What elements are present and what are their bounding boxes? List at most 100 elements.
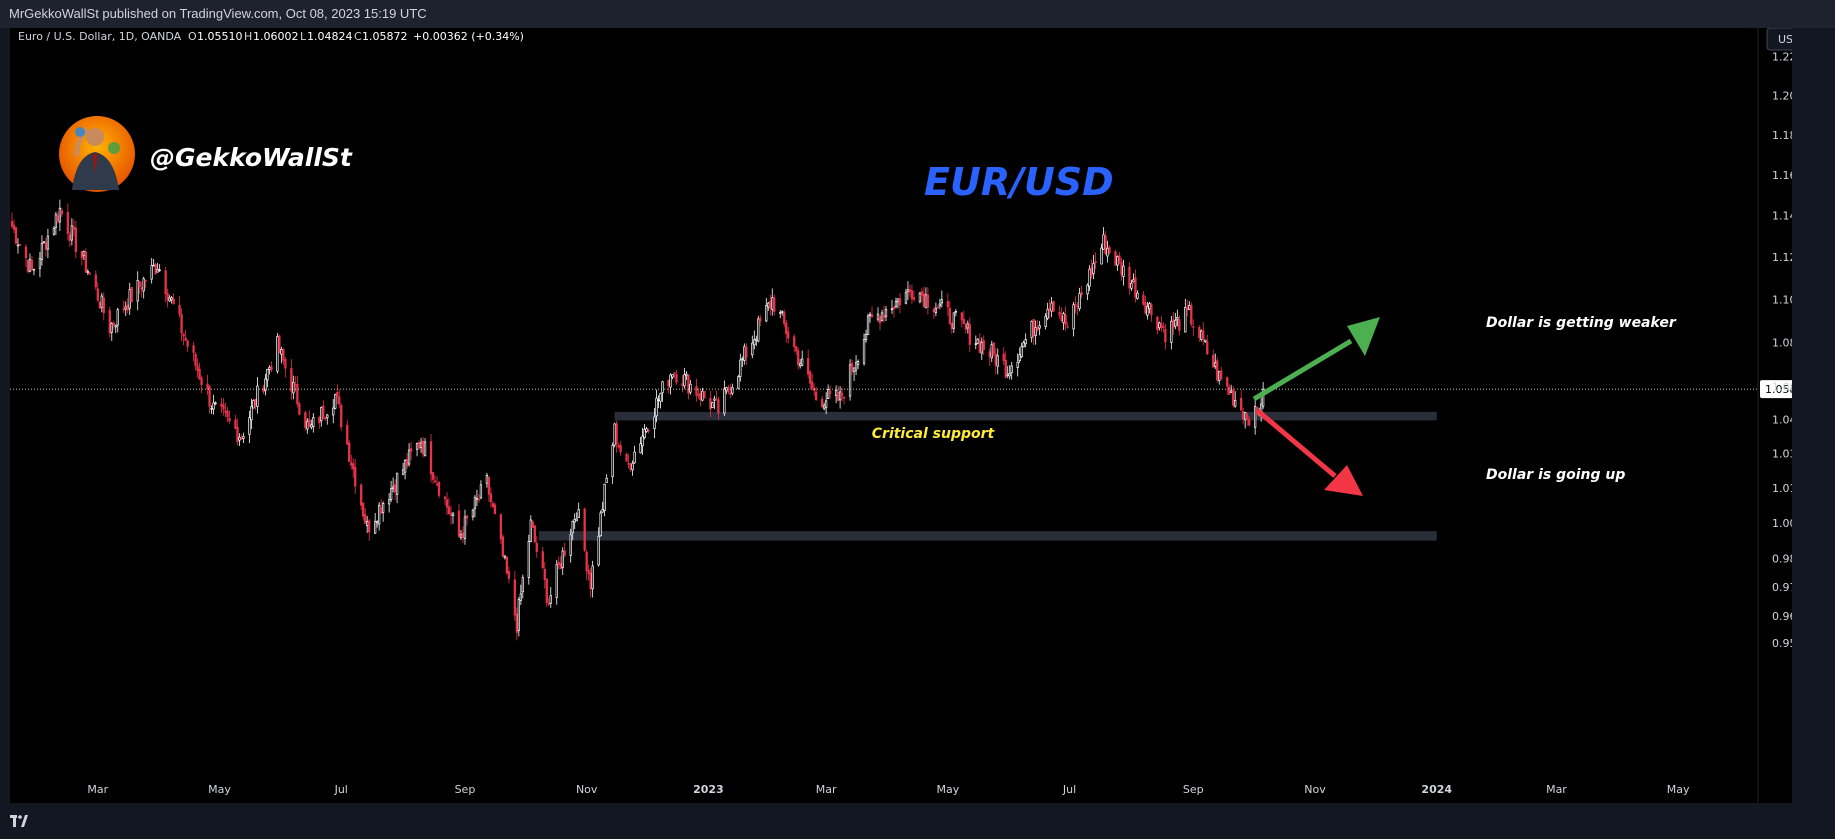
candle (88, 271, 91, 276)
candle (826, 384, 830, 399)
candle (934, 302, 938, 317)
candle (501, 534, 505, 558)
candle (166, 288, 169, 308)
candle (1064, 306, 1067, 331)
price-axis[interactable]: 1.22000 1.20000 1.18000 1.16000 1.14000 1.120… (1772, 51, 1792, 651)
candle (948, 300, 951, 326)
candle (964, 322, 967, 334)
time-tick-label: Jul (334, 783, 348, 796)
candle (98, 300, 101, 309)
candle (1006, 366, 1009, 379)
candle (713, 395, 716, 409)
candle (619, 441, 622, 456)
candle (807, 349, 810, 379)
candle (1130, 279, 1133, 291)
chart-canvas[interactable]: 1.05872 1.22000 1.20000 1.18000 1.16000 1.14… (10, 28, 1792, 803)
candle (647, 428, 650, 434)
time-tick-label: 2023 (693, 783, 724, 796)
candle (962, 310, 965, 325)
candle (477, 494, 481, 503)
candle (1240, 390, 1243, 412)
candle (936, 304, 940, 309)
candle (1008, 365, 1011, 380)
candle (531, 520, 534, 529)
time-tick-label: Mar (1546, 783, 1567, 796)
candle (824, 392, 828, 415)
candle (669, 373, 672, 395)
candle (1144, 295, 1147, 315)
candle (771, 288, 774, 316)
candle (236, 418, 239, 446)
candle (1080, 285, 1083, 299)
price-tick-label: 1.03000 (1772, 448, 1792, 461)
candle (659, 392, 662, 409)
ohlc-open-key: O (188, 30, 197, 43)
candle (543, 561, 546, 589)
candle (799, 359, 802, 369)
candle (611, 442, 614, 484)
candle (1150, 302, 1153, 322)
candle (1146, 302, 1149, 320)
candle (1046, 302, 1049, 321)
tradingview-logo[interactable] (10, 815, 28, 827)
candle (130, 287, 133, 303)
candle (1100, 243, 1103, 265)
arrow-down-icon (1256, 409, 1363, 496)
candle (864, 329, 868, 343)
candle (16, 238, 20, 254)
candle (210, 405, 213, 415)
candle (224, 402, 227, 418)
candle (773, 294, 776, 316)
candle (310, 419, 313, 430)
candle (250, 398, 253, 430)
currency-button-label[interactable]: USD (1778, 33, 1792, 46)
candle (196, 358, 199, 378)
candle (389, 480, 393, 502)
candle (12, 219, 16, 233)
candle (401, 462, 405, 476)
time-tick-label: 2024 (1421, 783, 1452, 796)
candle (1212, 349, 1215, 368)
candle (1188, 301, 1191, 311)
candle (980, 337, 983, 360)
candle (613, 422, 616, 448)
candle (1246, 412, 1249, 426)
candle (393, 479, 397, 501)
time-axis[interactable]: Mar May Jul Sep Nov 2023 Mar May Jul Sep Nov 2024 Ma… (87, 783, 1690, 796)
candle (575, 512, 578, 522)
candle (376, 520, 379, 528)
candle (451, 512, 455, 524)
candle (1092, 255, 1095, 280)
candle (52, 226, 56, 236)
candle (405, 452, 409, 470)
candle (717, 396, 720, 420)
candle (485, 473, 489, 488)
candle (312, 413, 315, 433)
candle (234, 414, 237, 430)
candle (409, 441, 413, 461)
currency-button[interactable]: USD (1766, 28, 1792, 51)
candle (479, 480, 483, 500)
candle (140, 281, 143, 298)
chart-area[interactable]: 1.05872 1.22000 1.20000 1.18000 1.16000 1.14… (10, 28, 1792, 803)
price-tick-label: 1.01500 (1772, 482, 1792, 495)
candle (252, 399, 255, 409)
candle (589, 567, 592, 598)
candle (182, 332, 185, 346)
candle (549, 586, 552, 608)
candle (996, 348, 999, 375)
candle (689, 380, 692, 395)
candle (1018, 347, 1021, 364)
candle (378, 502, 381, 531)
candle (459, 530, 463, 541)
candle (547, 597, 550, 607)
ohlc-change: +0.00362 (+0.34%) (413, 30, 524, 43)
time-tick-label: Sep (1183, 783, 1204, 796)
candle (573, 513, 576, 530)
candle (322, 400, 325, 419)
candle (683, 367, 686, 389)
candle (960, 312, 963, 328)
candle (1032, 318, 1035, 345)
candle (475, 489, 479, 507)
price-tick-label: 1.14000 (1772, 210, 1792, 223)
